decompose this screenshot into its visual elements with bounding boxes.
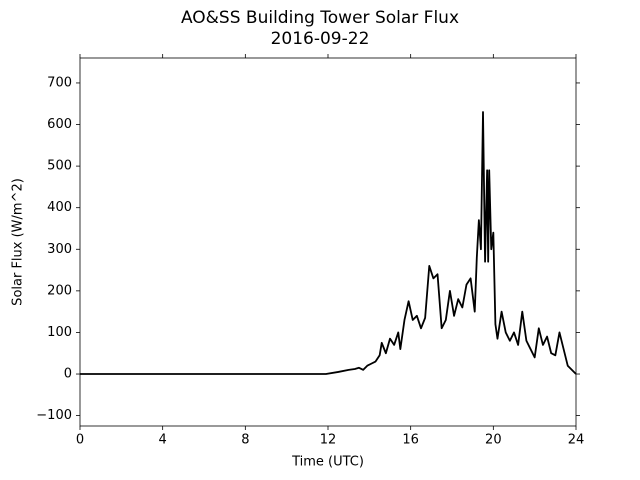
y-tick-label: 500 (47, 159, 72, 174)
y-axis-label: Solar Flux (W/m^2) (11, 178, 26, 306)
y-tick-label: −100 (36, 408, 72, 423)
y-tick-label: 0 (64, 367, 72, 382)
y-tick-label: 600 (47, 117, 72, 132)
x-tick-label: 12 (320, 433, 337, 448)
x-tick-label: 24 (568, 433, 585, 448)
line-series (80, 111, 577, 375)
x-tick-label: 0 (76, 433, 84, 448)
chart-title: AO&SS Building Tower Solar Flux (181, 8, 459, 28)
plot-frame (79, 57, 577, 427)
y-tick-label: 300 (47, 242, 72, 257)
y-tick-label: 200 (47, 283, 72, 298)
chart-subtitle: 2016-09-22 (271, 29, 370, 49)
x-tick-label: 20 (485, 433, 502, 448)
x-tick-label: 16 (402, 433, 419, 448)
x-tick-label: 4 (159, 433, 167, 448)
y-tick-label: 400 (47, 200, 72, 215)
x-axis-label: Time (UTC) (291, 455, 364, 470)
x-tick-label: 8 (241, 433, 249, 448)
y-tick-label: 100 (47, 325, 72, 340)
y-tick-label: 700 (47, 75, 72, 90)
